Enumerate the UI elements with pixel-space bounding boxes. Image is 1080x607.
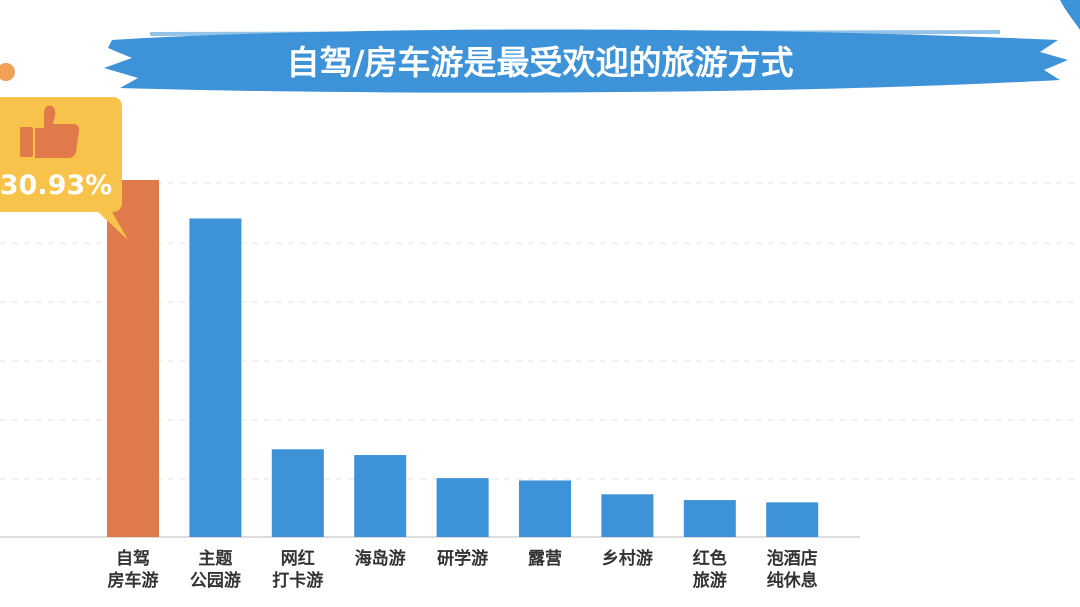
title-brush-stroke [104,29,1068,93]
category-label: 打卡游 [272,570,323,591]
bar [271,449,324,537]
bar [189,218,242,538]
bar [519,480,571,537]
bar [436,478,489,537]
category-label: 红色 [693,548,727,569]
badge-shape [0,97,128,240]
category-label: 纯休息 [767,570,818,591]
bar [601,494,654,537]
category-label: 乡村游 [602,548,653,569]
category-label: 海岛游 [355,548,406,569]
highlight-value-label: 30.93% [0,170,112,201]
category-label: 泡酒店 [767,548,818,569]
chart-title-banner: 自驾/房车游是最受欢迎的旅游方式 [104,29,1068,93]
category-label: 旅游 [693,570,727,591]
highlight-badge: 30.93% [0,97,128,240]
bar [683,500,736,537]
bar [107,180,159,537]
category-label: 房车游 [108,570,159,591]
category-label: 研学游 [437,548,488,569]
bar [354,455,407,537]
category-label: 主题 [198,548,233,569]
chart-title: 自驾/房车游是最受欢迎的旅游方式 [286,43,793,82]
accent-dot [0,63,15,81]
category-label: 公园游 [190,570,241,591]
bars [107,180,819,538]
corner-swoosh [1060,0,1080,30]
gridlines [0,182,1080,480]
category-label: 露营 [528,548,562,569]
thumbs-up-icon [20,105,80,158]
category-label: 自驾 [116,548,150,569]
category-label: 网红 [281,548,315,569]
title-brush-streak [150,30,1000,36]
bar [766,502,819,537]
